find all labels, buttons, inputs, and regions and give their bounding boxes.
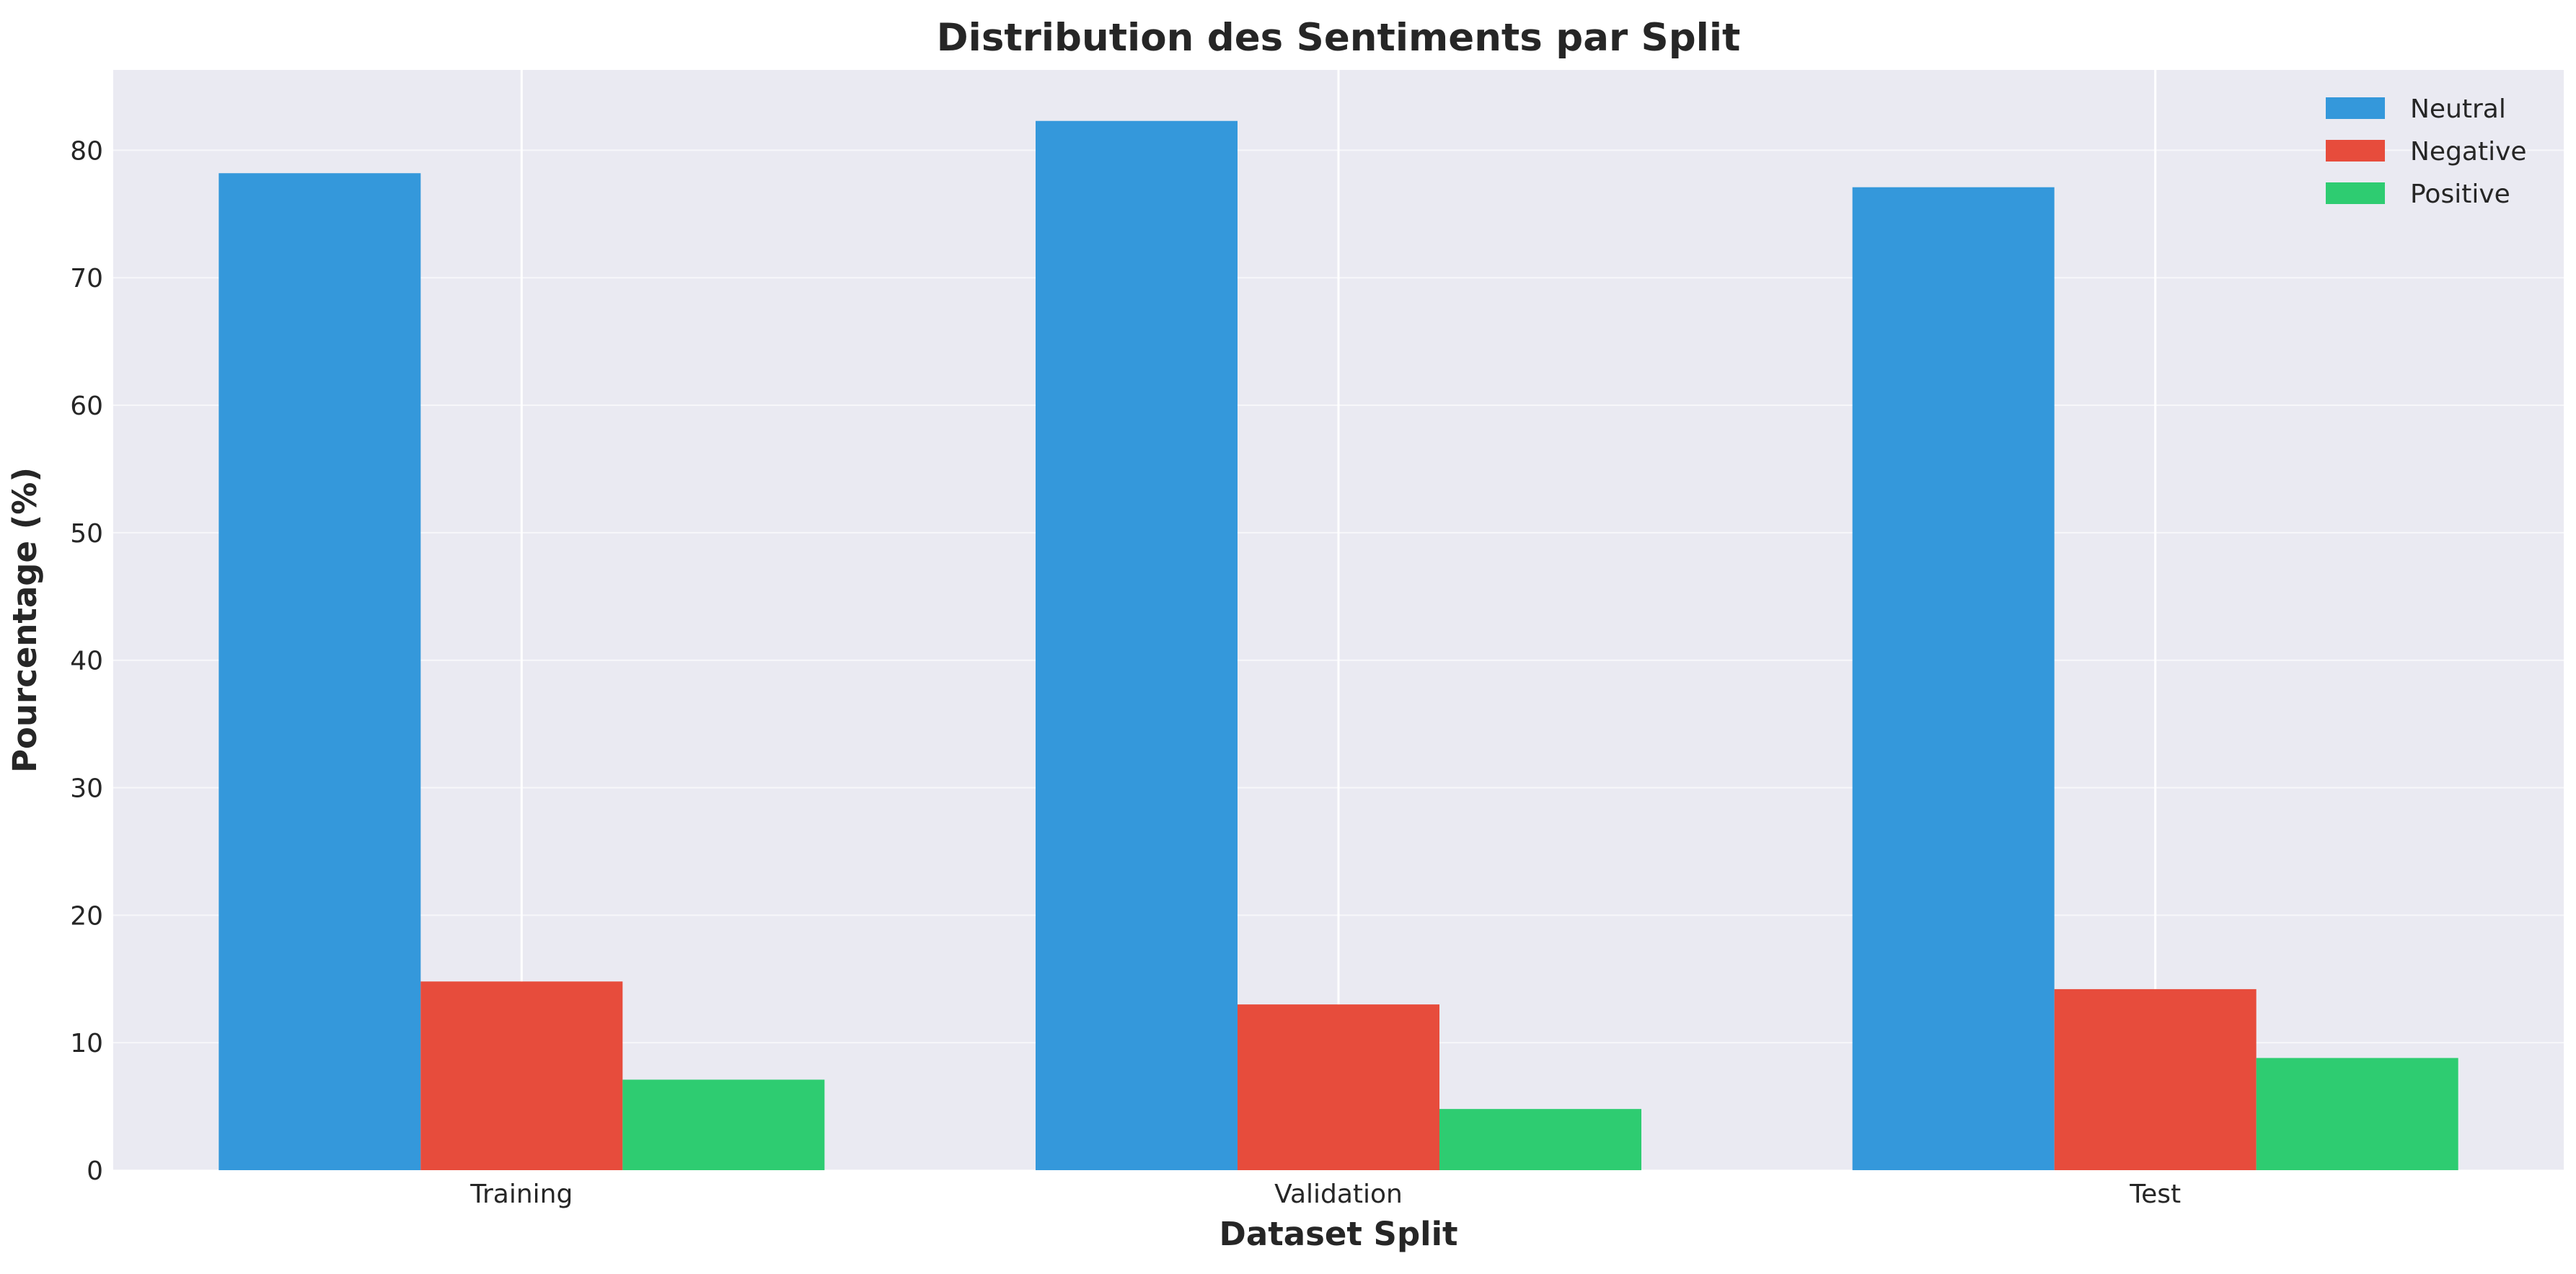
bars (219, 120, 2458, 1171)
bar-negative-validation (1238, 1004, 1439, 1170)
y-tick-label: 70 (70, 264, 103, 293)
bar-positive-training (622, 1079, 825, 1170)
y-tick-label: 30 (70, 774, 103, 804)
x-tick-label: Test (2129, 1180, 2181, 1209)
legend: Neutral Negative Positive (2326, 94, 2527, 209)
bar-negative-test (2054, 988, 2257, 1170)
legend-label-neutral: Neutral (2410, 94, 2506, 124)
legend-swatch-neutral (2326, 97, 2385, 119)
y-tick-label: 50 (70, 519, 103, 549)
bar-neutral-validation (1036, 120, 1238, 1171)
y-axis-label: Pourcentage (%) (6, 467, 44, 773)
y-tick-label: 20 (70, 901, 103, 931)
y-tick-label: 10 (70, 1029, 103, 1058)
y-tick-label: 0 (87, 1156, 103, 1186)
bar-negative-training (420, 981, 623, 1170)
x-tick-label: Training (469, 1180, 573, 1209)
legend-swatch-negative (2326, 140, 2385, 162)
bar-neutral-training (219, 173, 421, 1170)
y-tick-label: 60 (70, 392, 103, 421)
chart-title: Distribution des Sentiments par Split (937, 16, 1741, 60)
bar-positive-validation (1439, 1109, 1641, 1170)
x-tick-labels: Training Validation Test (469, 1180, 2181, 1209)
x-axis-label: Dataset Split (1219, 1215, 1457, 1253)
bar-neutral-test (1852, 187, 2055, 1171)
legend-label-negative: Negative (2410, 137, 2527, 167)
y-tick-label: 80 (70, 136, 103, 166)
legend-swatch-positive (2326, 182, 2385, 204)
y-tick-labels: 0 10 20 30 40 50 60 70 80 (70, 136, 103, 1186)
y-tick-label: 40 (70, 647, 103, 676)
x-tick-label: Validation (1274, 1180, 1403, 1209)
bar-positive-test (2256, 1058, 2458, 1170)
legend-label-positive: Positive (2410, 180, 2510, 209)
